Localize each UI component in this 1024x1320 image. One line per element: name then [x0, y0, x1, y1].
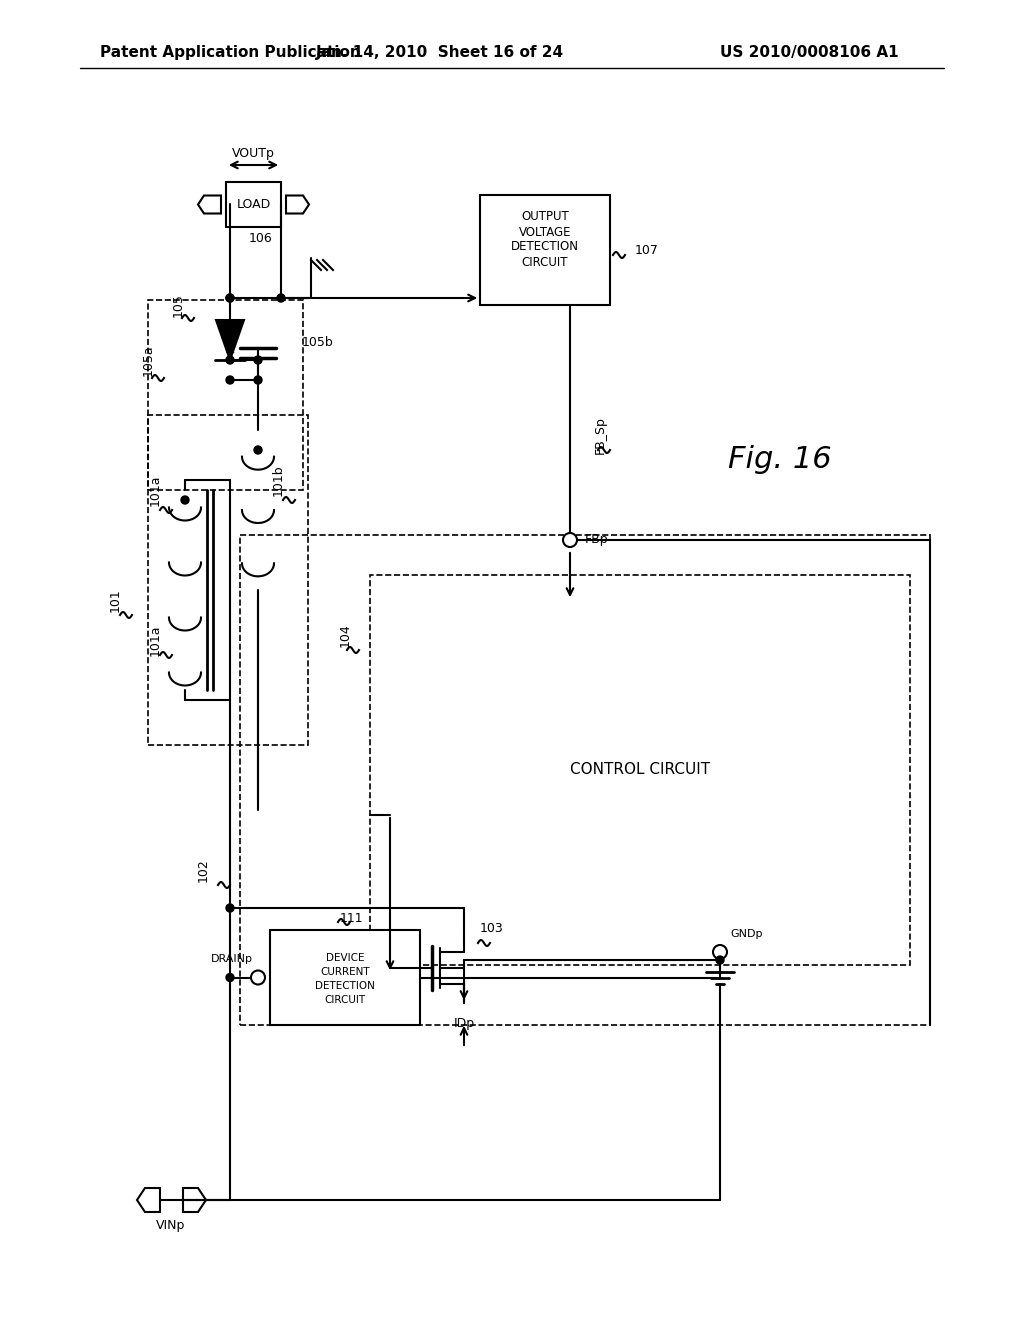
Text: CONTROL CIRCUIT: CONTROL CIRCUIT [570, 763, 710, 777]
Text: FB_Sp: FB_Sp [594, 416, 606, 454]
Circle shape [563, 533, 577, 546]
Text: 111: 111 [340, 912, 364, 924]
Text: DETECTION: DETECTION [511, 240, 579, 253]
Polygon shape [198, 195, 221, 214]
Circle shape [226, 974, 234, 982]
Circle shape [226, 294, 234, 302]
Circle shape [278, 294, 285, 302]
Text: Patent Application Publication: Patent Application Publication [100, 45, 360, 59]
Text: 101: 101 [109, 589, 122, 612]
Text: CIRCUIT: CIRCUIT [325, 995, 366, 1005]
Text: CURRENT: CURRENT [321, 968, 370, 977]
Text: GNDp: GNDp [730, 929, 763, 939]
Bar [370, 576, 910, 965]
Text: DETECTION: DETECTION [315, 981, 375, 991]
Polygon shape [137, 1188, 160, 1212]
Text: 104: 104 [339, 623, 351, 647]
Bar [480, 195, 610, 305]
Polygon shape [216, 319, 244, 360]
Text: 102: 102 [197, 858, 210, 882]
Circle shape [254, 376, 262, 384]
Text: LOAD: LOAD [237, 198, 270, 211]
Text: IDp: IDp [454, 1016, 474, 1030]
Text: 101a: 101a [148, 474, 162, 506]
Text: 105b: 105b [302, 335, 334, 348]
Bar [148, 414, 308, 744]
Text: VINp: VINp [157, 1218, 185, 1232]
Text: FBp: FBp [585, 533, 608, 546]
Circle shape [226, 904, 234, 912]
Text: OUTPUT: OUTPUT [521, 210, 569, 223]
Text: Fig. 16: Fig. 16 [728, 446, 831, 474]
Circle shape [713, 945, 727, 960]
Circle shape [226, 294, 234, 302]
Text: 103: 103 [480, 921, 504, 935]
Circle shape [226, 356, 234, 364]
Bar [148, 300, 303, 490]
Text: 105a: 105a [141, 345, 155, 376]
Text: 101b: 101b [271, 465, 285, 496]
Text: VOUTp: VOUTp [232, 147, 274, 160]
Text: Jan. 14, 2010  Sheet 16 of 24: Jan. 14, 2010 Sheet 16 of 24 [316, 45, 564, 59]
Text: DEVICE: DEVICE [326, 953, 365, 964]
Text: 101a: 101a [148, 624, 162, 656]
Text: 107: 107 [635, 243, 658, 256]
Text: +: + [224, 346, 236, 359]
Circle shape [716, 956, 724, 964]
Polygon shape [183, 1188, 206, 1212]
Polygon shape [286, 195, 309, 214]
Text: 106: 106 [249, 232, 272, 246]
Circle shape [251, 970, 265, 985]
Text: 105: 105 [171, 293, 184, 317]
Circle shape [181, 496, 189, 504]
Text: US 2010/0008106 A1: US 2010/0008106 A1 [720, 45, 899, 59]
Text: CIRCUIT: CIRCUIT [522, 256, 568, 268]
Circle shape [254, 356, 262, 364]
Text: DRAINp: DRAINp [211, 954, 253, 965]
Bar [240, 535, 930, 1026]
Bar [226, 182, 281, 227]
Circle shape [226, 376, 234, 384]
Circle shape [254, 446, 262, 454]
Text: VOLTAGE: VOLTAGE [519, 226, 571, 239]
Bar [270, 931, 420, 1026]
